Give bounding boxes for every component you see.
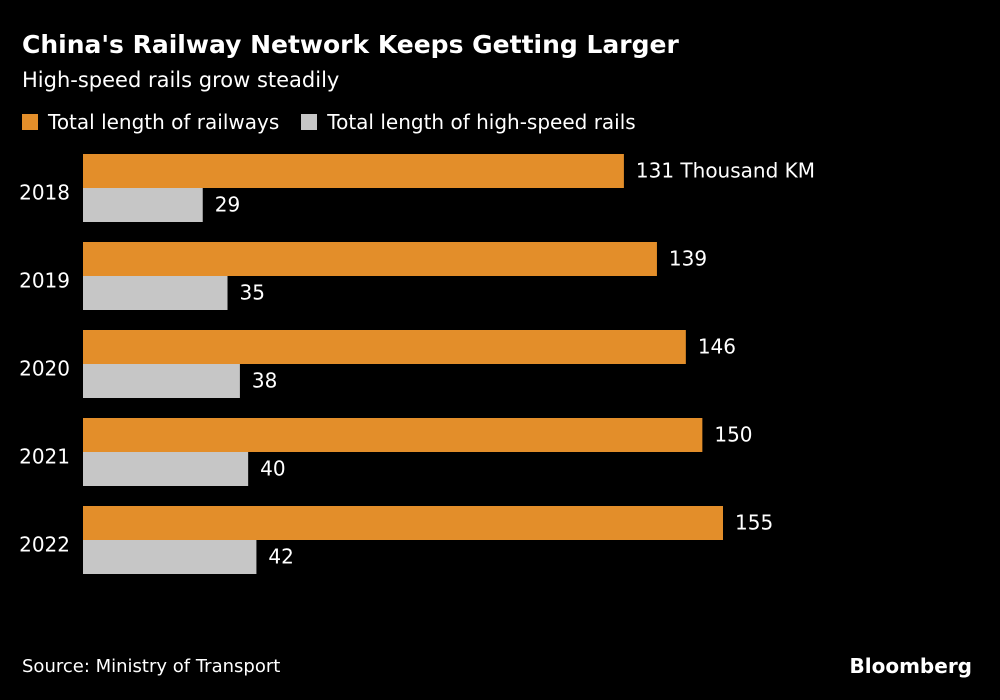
legend-label-high-speed: Total length of high-speed rails: [327, 110, 636, 134]
data-label-high-speed-2020: 38: [252, 369, 277, 393]
bar-high-speed-2018: [83, 188, 203, 222]
bar-railways-2019: [83, 242, 657, 276]
bar-railways-2020: [83, 330, 686, 364]
bar-high-speed-2022: [83, 540, 257, 574]
chart-title: China's Railway Network Keeps Getting La…: [22, 30, 679, 59]
category-label-2019: 2019: [19, 269, 70, 293]
bar-high-speed-2020: [83, 364, 240, 398]
data-label-high-speed-2021: 40: [260, 457, 285, 481]
data-label-railways-2018: 131 Thousand KM: [636, 159, 815, 183]
category-label-2022: 2022: [19, 533, 70, 557]
legend-swatch-high-speed: [301, 114, 318, 130]
data-label-railways-2020: 146: [698, 335, 736, 359]
legend-item-high-speed: Total length of high-speed rails: [301, 110, 636, 134]
legend: Total length of railways Total length of…: [22, 110, 658, 134]
bar-railways-2021: [83, 418, 703, 452]
data-label-high-speed-2018: 29: [215, 193, 240, 217]
data-label-railways-2019: 139: [669, 247, 707, 271]
data-label-high-speed-2022: 42: [268, 545, 293, 569]
data-label-high-speed-2019: 35: [240, 281, 265, 305]
category-label-2021: 2021: [19, 445, 70, 469]
legend-item-railways: Total length of railways: [22, 110, 279, 134]
legend-swatch-railways: [22, 114, 38, 130]
legend-label-railways: Total length of railways: [48, 110, 280, 134]
category-label-2018: 2018: [19, 181, 70, 205]
bar-railways-2018: [83, 154, 624, 188]
bar-high-speed-2021: [83, 452, 249, 486]
bar-chart: 2018 131 Thousand KM 29 2019 139 35 2020 146 38 2…: [19, 154, 815, 574]
data-label-railways-2022: 155: [735, 511, 773, 535]
chart-subtitle: High-speed rails grow steadily: [22, 68, 340, 92]
data-label-railways-2021: 150: [714, 423, 752, 447]
brand-logo: Bloomberg: [849, 654, 972, 678]
source-note: Source: Ministry of Transport: [22, 656, 281, 677]
bar-high-speed-2019: [83, 276, 228, 310]
category-label-2020: 2020: [19, 357, 70, 381]
bar-railways-2022: [83, 506, 723, 540]
